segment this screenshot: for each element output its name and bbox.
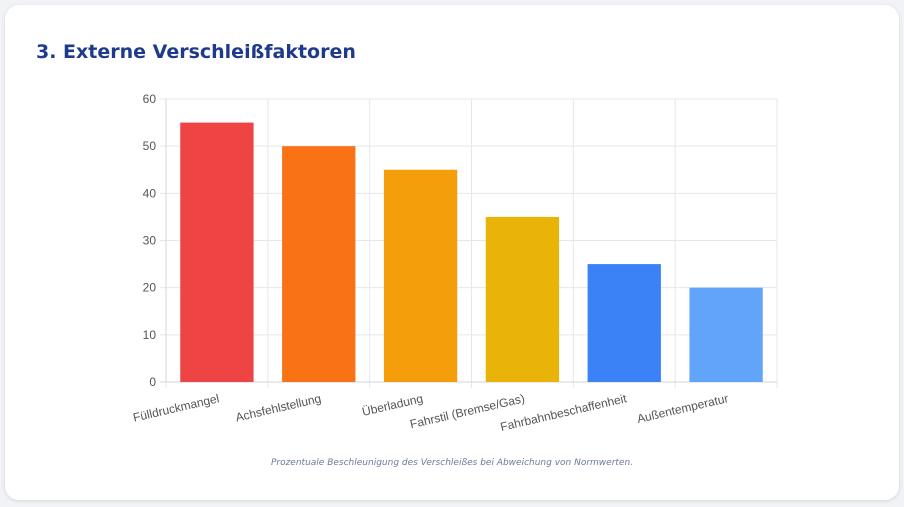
- chart-caption: Prozentuale Beschleunigung des Verschlei…: [270, 458, 634, 468]
- bar-1: [180, 122, 254, 382]
- y-tick-label: 60: [143, 92, 157, 106]
- y-tick-label: 0: [149, 375, 156, 389]
- chart-card: 3. Externe Verschleißfaktoren 0 10 20 30 40 5…: [5, 5, 899, 500]
- x-tick-label: Außentemperatur: [636, 391, 730, 426]
- y-tick-label: 20: [143, 281, 157, 295]
- x-tick-label: Fülldruckmangel: [132, 391, 221, 424]
- y-tick-label: 50: [143, 139, 157, 153]
- x-tick-label: Achsfehlstellung: [234, 391, 322, 424]
- bar-4: [485, 216, 560, 382]
- y-tick-label: 10: [143, 328, 157, 342]
- y-tick-label: 40: [143, 186, 157, 200]
- x-tick-label: Überladung: [361, 391, 425, 419]
- bar-2: [282, 146, 356, 382]
- bar-5: [587, 264, 661, 382]
- bar-6: [689, 287, 763, 382]
- bar-chart: 0 10 20 30 40 50 60 Fülldruckmangel Achsfehlstel…: [132, 92, 778, 434]
- bar-3: [383, 169, 458, 382]
- section-title: 3. Externe Verschleißfaktoren: [36, 41, 356, 63]
- y-tick-label: 30: [143, 234, 157, 248]
